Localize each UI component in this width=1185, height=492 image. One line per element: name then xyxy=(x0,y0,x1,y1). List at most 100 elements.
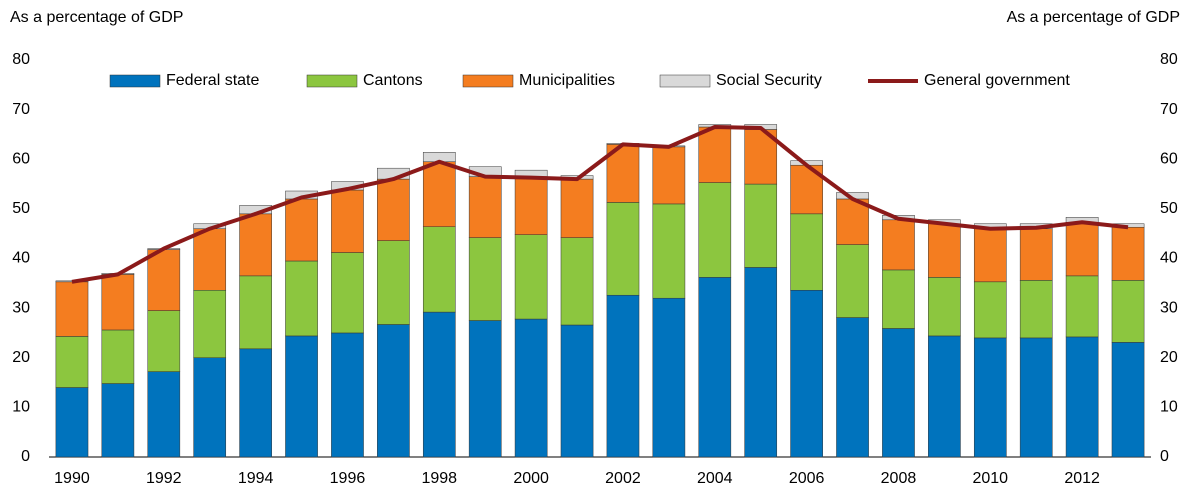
bar-segment xyxy=(468,320,502,458)
bar-segment xyxy=(836,244,869,318)
x-tick-label: 2008 xyxy=(881,470,917,487)
y-tick-label: 10 xyxy=(12,399,30,416)
bar-segment xyxy=(606,202,640,296)
bar-segment xyxy=(422,161,456,227)
bar-segment xyxy=(514,176,548,235)
bar-segment xyxy=(652,146,686,205)
legend-label: Federal state xyxy=(166,72,259,89)
bar-segment xyxy=(698,182,732,278)
bar-segment xyxy=(331,252,364,334)
bar-segment xyxy=(652,297,686,458)
legend-swatch xyxy=(306,74,358,88)
x-tick-label: 1998 xyxy=(421,470,457,487)
bar-segment xyxy=(973,281,1007,339)
bar-segment xyxy=(377,178,410,241)
y2-tick-label: 70 xyxy=(1160,101,1178,118)
bar-segment xyxy=(1019,228,1053,281)
y2-tick-label: 80 xyxy=(1160,51,1178,68)
bar-segment xyxy=(147,249,181,311)
x-tick-label: 2004 xyxy=(697,470,733,487)
bar-segment xyxy=(422,311,456,458)
bar-segment xyxy=(698,277,732,458)
bar-segment xyxy=(55,281,89,337)
y2-tick-label: 40 xyxy=(1160,250,1178,267)
bar-segment xyxy=(377,240,410,325)
y-tick-label: 20 xyxy=(12,349,30,366)
bar-segment xyxy=(882,328,915,458)
legend-label: Cantons xyxy=(363,72,423,89)
y-tick-label: 60 xyxy=(12,150,30,167)
legend-swatch xyxy=(462,74,514,88)
bar-segment xyxy=(422,226,456,313)
bar-segment xyxy=(1065,222,1099,277)
bar-segment xyxy=(790,213,823,291)
y2-tick-label: 10 xyxy=(1160,399,1178,416)
y2-tick-label: 50 xyxy=(1160,200,1178,217)
line-series xyxy=(71,124,1129,284)
bar-segment xyxy=(928,335,961,458)
bar-segment xyxy=(1019,280,1053,339)
y-tick-label: 70 xyxy=(12,101,30,118)
bar-segment xyxy=(698,126,732,183)
x-tick-label: 2000 xyxy=(513,470,549,487)
bar-segment xyxy=(193,357,227,458)
bar-segment xyxy=(928,223,961,278)
bar-segment xyxy=(836,198,869,245)
legend-swatch xyxy=(109,74,161,88)
bar-segment xyxy=(239,275,272,350)
bar-segment xyxy=(882,219,915,271)
bar-segment xyxy=(514,234,548,320)
bar-segment xyxy=(55,336,89,388)
bar-segment xyxy=(239,213,272,277)
bar-segment xyxy=(331,332,364,458)
y-tick-label: 0 xyxy=(21,448,30,465)
bar-segment xyxy=(1111,226,1145,281)
y2-tick-label: 20 xyxy=(1160,349,1178,366)
bar-segment xyxy=(239,348,272,458)
legend-swatch xyxy=(659,74,711,88)
bar-segment xyxy=(1065,336,1099,458)
y2-axis-label: As a percentage of GDP xyxy=(1007,9,1180,26)
bar-segment xyxy=(514,318,548,458)
bar-segment xyxy=(744,183,778,268)
x-tick-label: 2006 xyxy=(789,470,825,487)
x-tick-label: 1994 xyxy=(238,470,274,487)
bar-segment xyxy=(147,371,181,458)
legend-label: Social Security xyxy=(716,72,822,89)
bar-segment xyxy=(560,324,594,458)
bar-segment xyxy=(193,228,227,291)
legend-label: General government xyxy=(924,72,1070,89)
bar-segment xyxy=(101,329,135,384)
bar-segment xyxy=(560,178,594,238)
bar-segment xyxy=(973,337,1007,458)
bar-segment xyxy=(790,290,823,458)
bar-segment xyxy=(285,198,318,262)
bar-segment xyxy=(882,269,915,329)
bar-segment xyxy=(285,335,318,458)
bar-segment xyxy=(377,324,410,458)
x-tick-label: 1992 xyxy=(146,470,182,487)
bar-segment xyxy=(147,310,181,372)
bar-segment xyxy=(1111,280,1145,343)
bar-segment xyxy=(928,277,961,337)
y-tick-label: 30 xyxy=(12,299,30,316)
bar-segment xyxy=(285,260,318,337)
y-tick-label: 50 xyxy=(12,200,30,217)
x-tick-label: 2012 xyxy=(1064,470,1100,487)
y-axis-label: As a percentage of GDP xyxy=(10,9,183,26)
bar-segment xyxy=(101,383,135,458)
bar-segment xyxy=(652,203,686,299)
bar-segment xyxy=(836,317,869,458)
bar-segment xyxy=(331,189,364,253)
legend-label: Municipalities xyxy=(519,72,615,89)
y2-tick-label: 30 xyxy=(1160,299,1178,316)
y2-tick-label: 60 xyxy=(1160,150,1178,167)
bar-segment xyxy=(468,176,502,238)
bar-segment xyxy=(1065,275,1099,338)
bar-segment xyxy=(101,274,135,331)
bar-segment xyxy=(193,290,227,359)
x-tick-label: 1990 xyxy=(54,470,90,487)
x-tick-label: 1996 xyxy=(330,470,366,487)
bar-segment xyxy=(55,387,89,458)
